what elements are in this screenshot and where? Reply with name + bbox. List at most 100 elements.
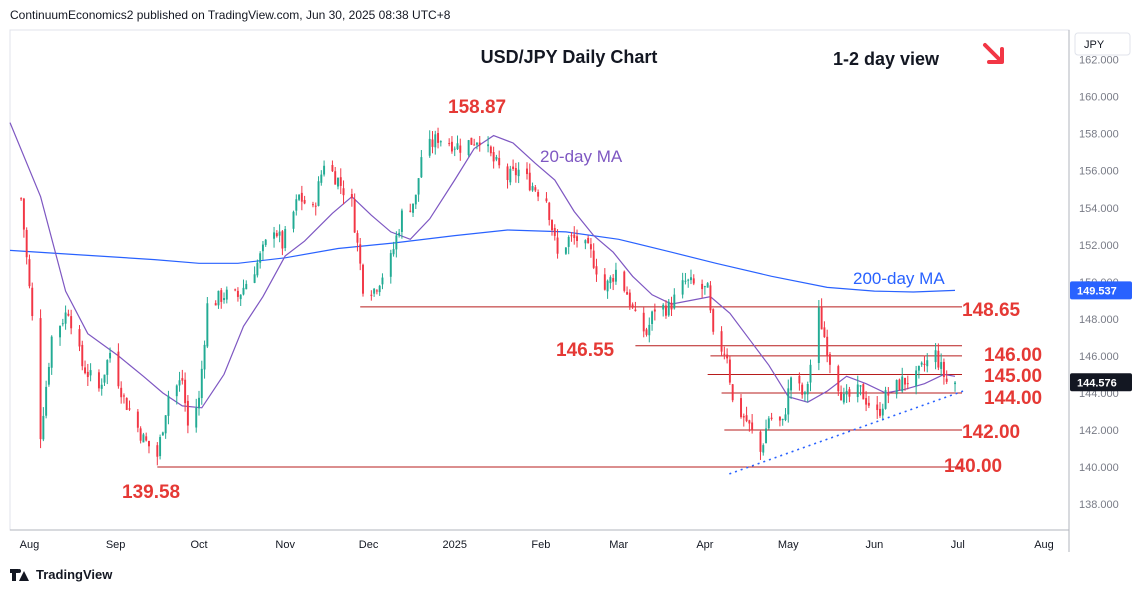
candle-body [245, 283, 248, 290]
candle-body [917, 365, 920, 371]
candle-body [239, 294, 242, 300]
candle-body [801, 384, 804, 395]
candle-body [284, 229, 287, 249]
candle-body [100, 384, 103, 389]
candle-body [942, 361, 945, 377]
candle-body [217, 290, 220, 306]
candle-body [651, 311, 654, 325]
level-label: 148.65 [962, 300, 1021, 321]
candle-body [323, 165, 326, 175]
candle-body [645, 329, 648, 335]
candle-body [25, 229, 28, 258]
candle-body [400, 210, 403, 232]
candle-body [706, 283, 709, 288]
candle-body [767, 418, 770, 429]
candle-body [614, 269, 617, 282]
candle-body [817, 307, 820, 364]
candle-body [67, 313, 70, 316]
candle-body [273, 232, 276, 239]
y-tick-label: 152.000 [1079, 240, 1119, 252]
y-tick-label: 146.000 [1079, 351, 1119, 363]
candle-body [261, 244, 264, 252]
y-tick-label: 148.000 [1079, 314, 1119, 326]
view-label: 1-2 day view [833, 49, 940, 69]
candle-body [906, 383, 909, 385]
candle-body [662, 304, 665, 310]
candle-body [726, 354, 729, 359]
candle-body [200, 368, 203, 399]
candle-body [281, 231, 284, 249]
candle-body [178, 380, 181, 386]
candle-body [709, 285, 712, 311]
currency-label: JPY [1084, 39, 1105, 51]
candle-body [798, 375, 801, 384]
candle-body [859, 385, 862, 387]
candle-body [298, 194, 301, 200]
candle-body [609, 277, 612, 284]
ma20-path [9, 122, 956, 409]
x-tick-label: Sep [106, 539, 126, 551]
x-tick-label: Aug [20, 539, 40, 551]
x-tick-label: Jun [866, 539, 884, 551]
candle-body [373, 288, 376, 294]
candle-body [214, 303, 217, 306]
chart-title: USD/JPY Daily Chart [481, 47, 658, 67]
candle-body [787, 388, 790, 415]
ma200-price-tag-label: 149.537 [1077, 285, 1117, 297]
candle-body [664, 305, 667, 316]
candle-body [595, 266, 598, 275]
candle-body [845, 390, 848, 395]
candle-body [923, 363, 926, 365]
candle-body [86, 371, 89, 378]
candle-body [840, 391, 843, 401]
candle-body [353, 199, 356, 233]
tradingview-footer: TradingView [10, 567, 112, 582]
down-right-arrow-icon [983, 43, 1004, 64]
support-resistance-levels [157, 306, 962, 468]
candle-body [156, 445, 159, 457]
candle-body [915, 370, 918, 386]
candle-body [20, 198, 23, 200]
candle-body [70, 316, 73, 329]
level-label: 142.00 [962, 422, 1020, 443]
candle-body [765, 428, 768, 444]
candle-body [136, 411, 139, 428]
candle-body [167, 395, 170, 416]
candle-body [175, 385, 178, 397]
last-price-tag-label: 144.576 [1077, 377, 1117, 389]
candle-body [862, 384, 865, 400]
candle-body [751, 422, 754, 431]
candle-body [300, 192, 303, 202]
candle-body [59, 325, 62, 338]
candle-body [876, 404, 879, 411]
candle-body [145, 436, 148, 441]
candle-body [748, 420, 751, 424]
candle-body [184, 379, 187, 404]
candle-body [945, 378, 948, 382]
publisher-header: ContinuumEconomics2 published on Trading… [10, 8, 451, 22]
candle-body [623, 271, 626, 291]
candles [20, 127, 957, 466]
candle-body [567, 236, 570, 247]
candle-body [292, 211, 295, 229]
candle-body [186, 400, 189, 426]
candle-body [759, 431, 762, 452]
x-tick-label: May [778, 539, 799, 551]
candle-body [78, 329, 81, 347]
y-tick-label: 156.000 [1079, 166, 1119, 178]
candle-body [545, 198, 548, 202]
candle-body [253, 274, 256, 283]
candle-body [498, 157, 501, 166]
candle-body [926, 360, 929, 367]
candle-body [887, 392, 890, 396]
candle-body [673, 294, 676, 309]
candle-body [742, 416, 745, 418]
candle-body [526, 168, 528, 175]
candle-body [879, 408, 881, 416]
candle-body [506, 166, 509, 181]
candle-body [842, 393, 845, 403]
candle-body [703, 286, 706, 288]
candle-body [587, 237, 590, 244]
candle-body [450, 141, 453, 152]
